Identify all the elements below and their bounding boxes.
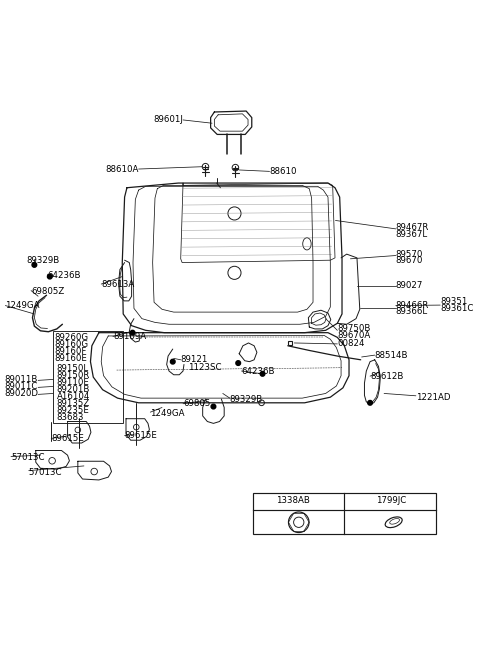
Text: 89570: 89570	[396, 250, 423, 258]
Text: 88514B: 88514B	[375, 350, 408, 359]
Text: 64236B: 64236B	[241, 367, 275, 375]
Text: 1221AD: 1221AD	[416, 393, 450, 401]
Text: 89329B: 89329B	[230, 394, 263, 403]
Text: 89020D: 89020D	[4, 389, 38, 398]
Text: 88610: 88610	[270, 167, 297, 176]
Circle shape	[236, 361, 240, 365]
Text: 64236B: 64236B	[48, 271, 81, 280]
Text: 89750B: 89750B	[337, 325, 371, 333]
Text: 89110E: 89110E	[57, 379, 90, 387]
Text: 89011C: 89011C	[4, 382, 38, 391]
Text: 69805: 69805	[183, 400, 210, 408]
Bar	[53, 331, 123, 423]
Text: 89466R: 89466R	[396, 300, 429, 310]
Text: 89670A: 89670A	[337, 331, 371, 340]
Text: 1249GA: 1249GA	[5, 301, 40, 310]
Text: 89351: 89351	[440, 297, 468, 306]
Text: 89601J: 89601J	[153, 115, 183, 125]
Text: 89027: 89027	[396, 281, 423, 291]
Text: 57013C: 57013C	[29, 468, 62, 476]
Circle shape	[48, 274, 52, 279]
Text: 89613A: 89613A	[101, 279, 134, 289]
Text: 89109A: 89109A	[113, 332, 146, 341]
Text: 89612B: 89612B	[370, 372, 403, 380]
Text: 89670: 89670	[396, 256, 423, 265]
Text: 57013C: 57013C	[11, 453, 45, 462]
Text: 89615E: 89615E	[125, 431, 157, 440]
Text: 1799JC: 1799JC	[376, 497, 407, 506]
Text: 1249GA: 1249GA	[150, 409, 185, 418]
Text: 89467R: 89467R	[396, 223, 429, 232]
Text: 1338AB: 1338AB	[276, 497, 311, 506]
Text: 89201B: 89201B	[57, 385, 90, 394]
Text: 89367L: 89367L	[396, 230, 428, 239]
Bar	[253, 493, 435, 534]
Text: 88610A: 88610A	[105, 165, 139, 174]
Text: 89011B: 89011B	[4, 375, 38, 384]
Text: 89366L: 89366L	[396, 307, 428, 316]
Text: 89615E: 89615E	[51, 434, 84, 443]
Text: 89260G: 89260G	[54, 333, 89, 342]
Text: 89329B: 89329B	[26, 256, 60, 265]
Text: 89160E: 89160E	[54, 354, 87, 363]
Text: 00824: 00824	[337, 339, 365, 348]
Circle shape	[211, 404, 216, 409]
Text: 83683: 83683	[57, 413, 84, 422]
Text: 69805Z: 69805Z	[31, 287, 64, 296]
Text: 1123SC: 1123SC	[188, 363, 221, 372]
Text: 89160F: 89160F	[54, 347, 87, 356]
Text: 89121: 89121	[180, 356, 208, 364]
Text: 89361C: 89361C	[440, 304, 474, 313]
Circle shape	[260, 371, 265, 376]
Text: 89135Z: 89135Z	[57, 400, 90, 408]
Text: 89150L: 89150L	[57, 364, 89, 373]
Text: A16104: A16104	[57, 392, 90, 401]
Circle shape	[170, 359, 175, 364]
Circle shape	[130, 331, 135, 335]
Text: 89150R: 89150R	[57, 371, 90, 380]
Circle shape	[32, 262, 36, 267]
Text: 89235E: 89235E	[57, 406, 90, 415]
Text: 89160G: 89160G	[54, 340, 89, 349]
Circle shape	[368, 400, 372, 405]
